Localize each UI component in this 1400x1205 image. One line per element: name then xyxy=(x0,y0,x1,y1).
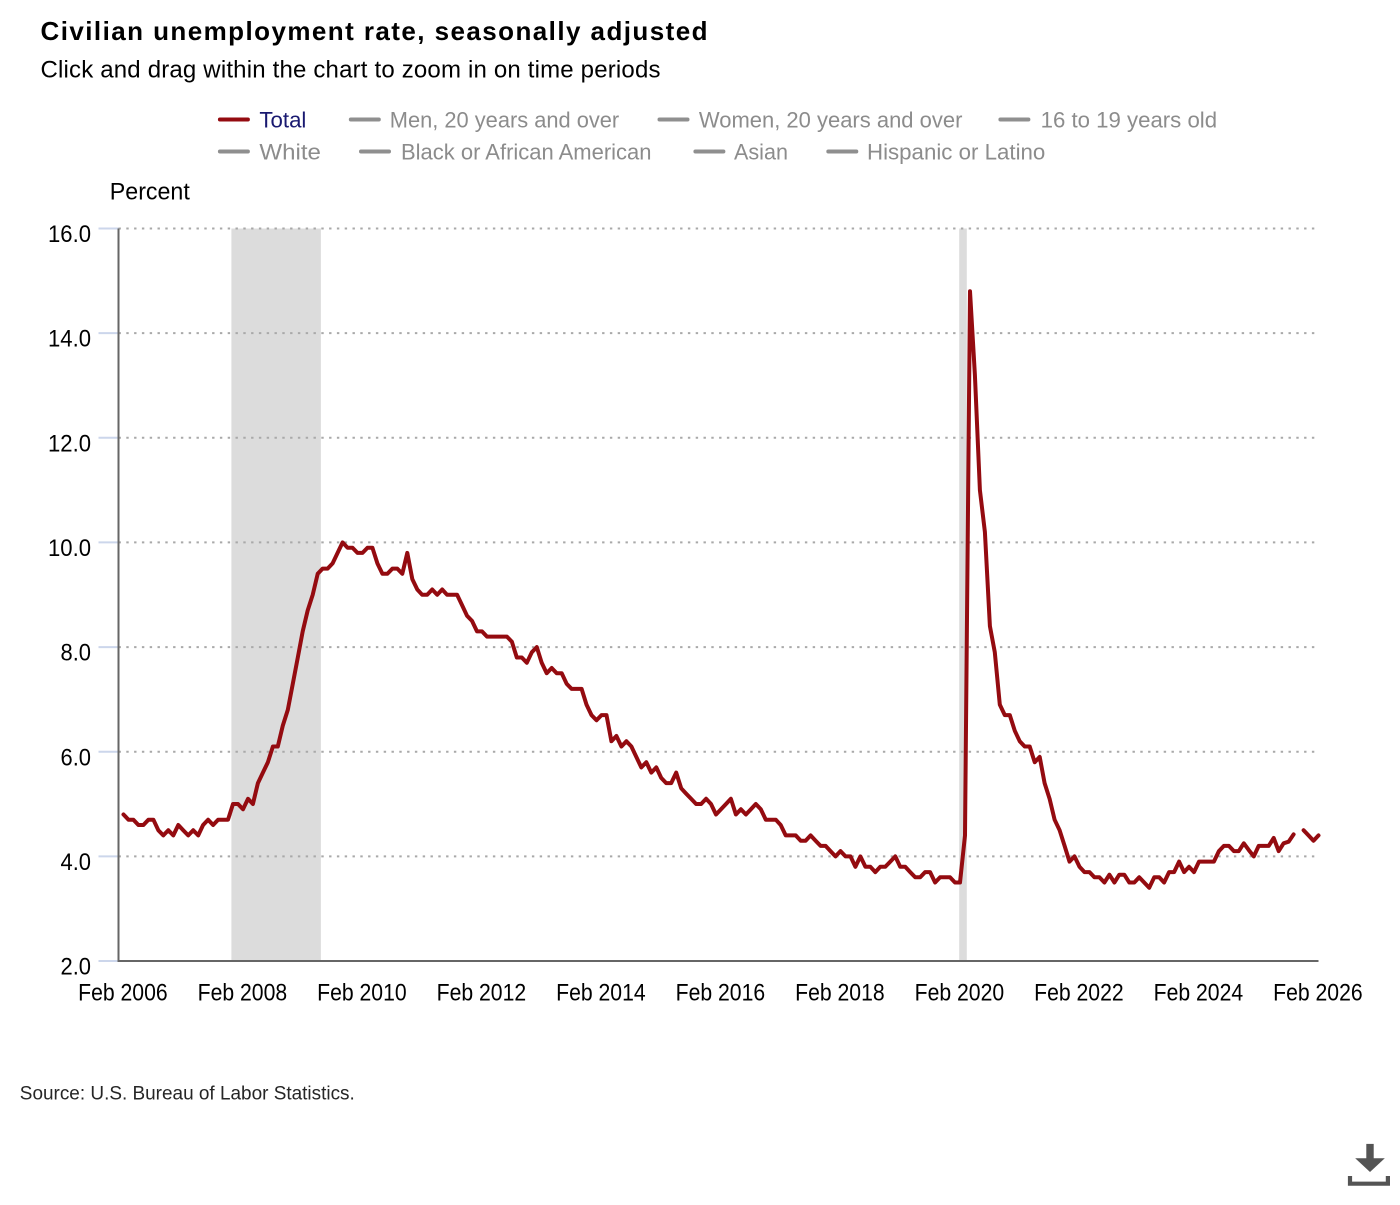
svg-text:6.0: 6.0 xyxy=(61,744,92,771)
svg-text:16 to 19 years old: 16 to 19 years old xyxy=(1041,108,1218,133)
svg-text:Percent: Percent xyxy=(110,178,190,205)
svg-text:Feb 2016: Feb 2016 xyxy=(676,979,766,1006)
svg-text:2.0: 2.0 xyxy=(61,954,92,981)
svg-text:Feb 2008: Feb 2008 xyxy=(198,979,288,1006)
svg-text:Click and drag within the char: Click and drag within the chart to zoom … xyxy=(41,57,661,84)
svg-text:Hispanic or Latino: Hispanic or Latino xyxy=(867,140,1045,165)
svg-text:Civilian unemployment rate, se: Civilian unemployment rate, seasonally a… xyxy=(41,16,708,46)
svg-text:10.0: 10.0 xyxy=(48,535,91,562)
svg-text:White: White xyxy=(259,140,321,165)
svg-text:8.0: 8.0 xyxy=(61,640,92,667)
svg-text:4.0: 4.0 xyxy=(61,849,92,876)
svg-text:Feb 2026: Feb 2026 xyxy=(1273,979,1363,1006)
svg-text:14.0: 14.0 xyxy=(48,326,91,353)
svg-text:Feb 2020: Feb 2020 xyxy=(915,979,1005,1006)
svg-text:Feb 2010: Feb 2010 xyxy=(317,979,407,1006)
svg-text:16.0: 16.0 xyxy=(48,221,91,248)
svg-text:Feb 2024: Feb 2024 xyxy=(1154,979,1244,1006)
svg-text:Source: U.S. Bureau of Labor S: Source: U.S. Bureau of Labor Statistics. xyxy=(20,1084,355,1105)
svg-text:Men, 20 years and over: Men, 20 years and over xyxy=(390,108,619,133)
svg-text:Feb 2012: Feb 2012 xyxy=(437,979,527,1006)
svg-text:Women, 20 years and over: Women, 20 years and over xyxy=(699,108,963,133)
svg-text:Asian: Asian xyxy=(734,140,788,165)
svg-text:Feb 2006: Feb 2006 xyxy=(78,979,168,1006)
svg-text:Feb 2014: Feb 2014 xyxy=(556,979,646,1006)
svg-text:Black or African American: Black or African American xyxy=(401,140,652,165)
svg-text:Feb 2022: Feb 2022 xyxy=(1034,979,1124,1006)
svg-text:Feb 2018: Feb 2018 xyxy=(795,979,885,1006)
svg-text:12.0: 12.0 xyxy=(48,430,91,457)
svg-text:Total: Total xyxy=(259,108,306,133)
